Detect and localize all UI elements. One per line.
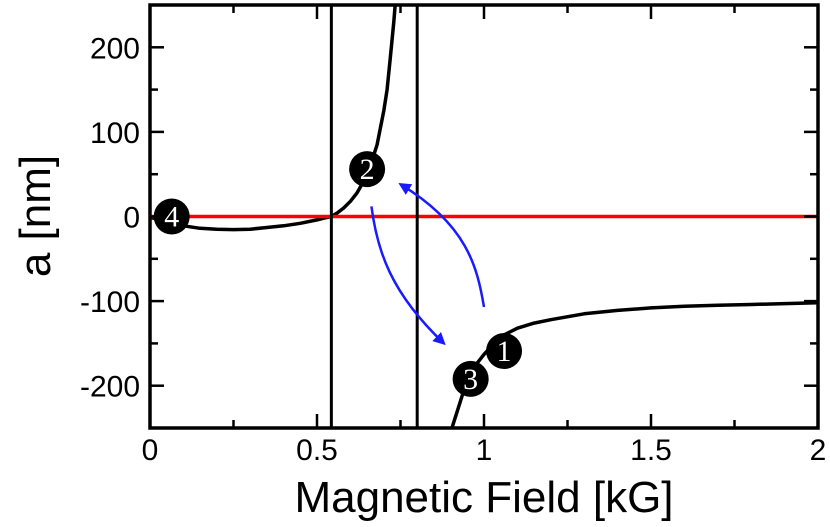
x-tick-label: 0	[142, 434, 159, 467]
x-tick-label: 0.5	[296, 434, 338, 467]
tick-labels: 0 0.5 1 1.5 2 200 100 0 -100 -200	[80, 32, 826, 467]
marker-3: 3	[452, 360, 489, 397]
marker-label: 2	[360, 153, 375, 186]
y-tick-label: -100	[80, 286, 140, 319]
axis-ticks	[148, 3, 820, 430]
marker-label: 3	[463, 363, 478, 396]
y-tick-label: 0	[123, 202, 140, 235]
x-tick-label: 1	[476, 434, 493, 467]
series-line-1	[150, 5, 397, 232]
marker-2: 2	[349, 151, 386, 188]
marker-label: 1	[497, 335, 512, 368]
marker-1: 1	[486, 333, 523, 370]
marker-circle	[452, 360, 489, 397]
transition-arrow-1	[370, 206, 446, 346]
y-tick-label: -200	[80, 371, 140, 404]
y-tick-label: 200	[90, 32, 140, 65]
marker-label: 4	[164, 201, 179, 234]
marker-4: 4	[153, 198, 190, 235]
marker-circle	[349, 151, 386, 188]
y-tick-label: 100	[90, 117, 140, 150]
y-axis-title: a [nm]	[11, 155, 60, 277]
x-axis-title: Magnetic Field [kG]	[294, 473, 673, 522]
x-tick-label: 2	[810, 434, 827, 467]
marker-circle	[486, 333, 523, 370]
plot-area: 1 2 3 4	[150, 5, 818, 428]
marker-circle	[153, 198, 190, 235]
x-tick-label: 1.5	[630, 434, 672, 467]
transition-arrow-2	[398, 183, 486, 308]
